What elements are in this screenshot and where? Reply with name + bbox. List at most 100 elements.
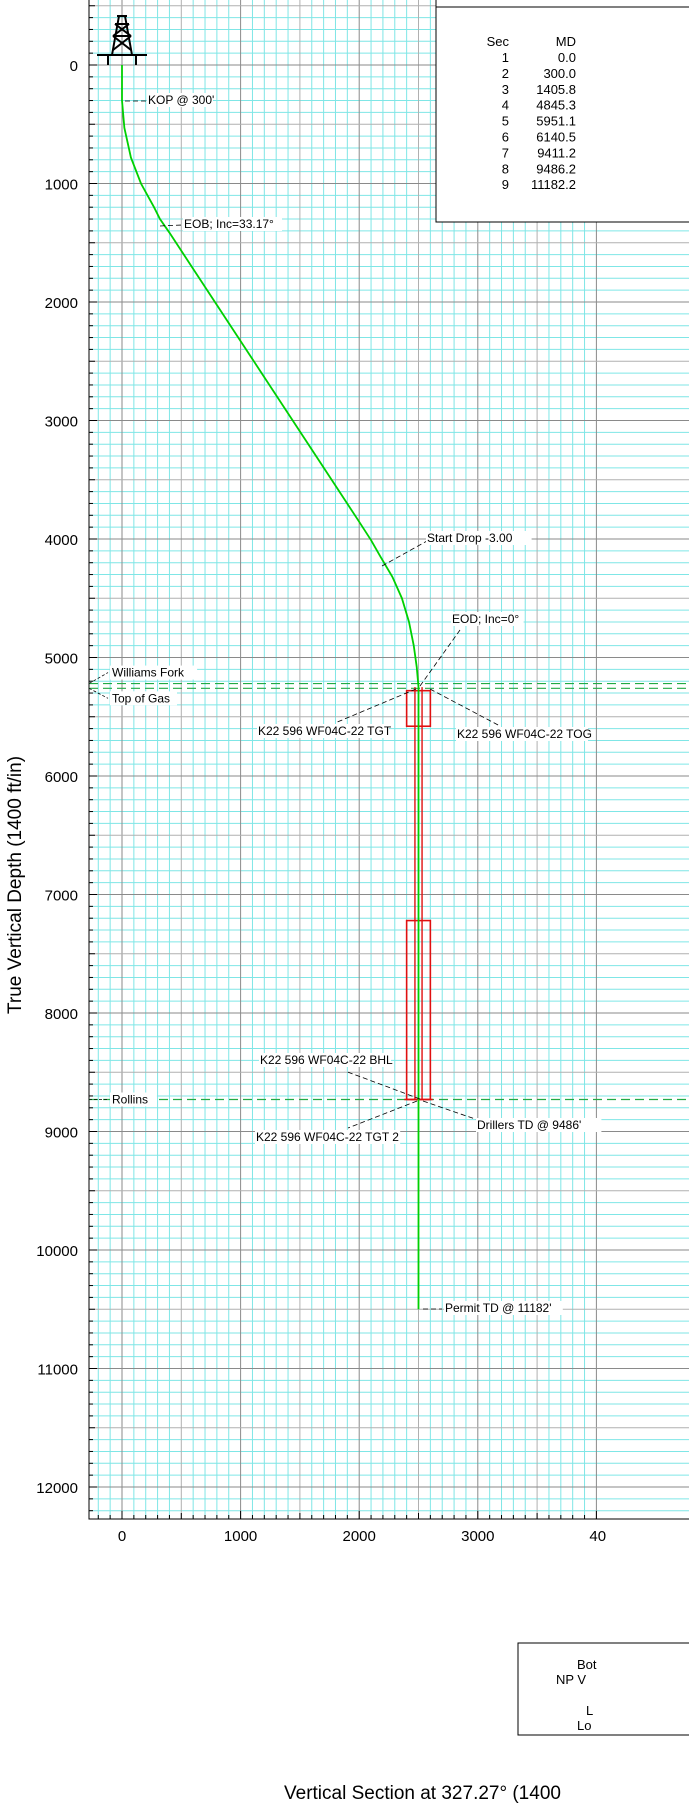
info-box: Bot NP V L Lo <box>517 1642 689 1736</box>
formation-leader <box>88 687 109 699</box>
annotation-leader <box>347 1100 418 1129</box>
annotation-leader <box>344 1070 421 1100</box>
wellbore-path-line <box>121 65 420 1310</box>
formation-label-bg <box>110 691 177 706</box>
annotation-label: Drillers TD @ 9486' <box>477 1118 581 1132</box>
formation-leader <box>88 672 109 684</box>
annotation-leader <box>159 224 183 227</box>
annotation-label-bg <box>257 724 389 738</box>
y-tick-label: 1000 <box>45 177 78 194</box>
annotation-label-bg <box>147 93 213 107</box>
section-table-cell-sec: 3 <box>502 82 509 97</box>
y-tick-label: 0 <box>70 58 78 75</box>
y-tick-label: 7000 <box>45 888 78 905</box>
minor-grid <box>89 0 689 1519</box>
section-table-cell-sec: 7 <box>502 145 509 160</box>
x-tick-label: 3000 <box>461 1528 494 1545</box>
plot-frame <box>88 0 689 1520</box>
annotation-leader <box>419 629 461 687</box>
section-table-cell-md: 4845.3 <box>536 98 576 113</box>
annotation-label-bg <box>451 612 524 626</box>
y-axis-label: True Vertical Depth (1400 ft/in) <box>5 756 26 1014</box>
section-table-cell-md: 5951.1 <box>536 114 576 129</box>
section-table-cell-md: 9486.2 <box>536 161 576 176</box>
annotation-label: K22 596 WF04C-22 BHL <box>260 1053 393 1067</box>
section-table-cell-sec: 9 <box>502 177 509 192</box>
formation-label: Top of Gas <box>112 691 170 705</box>
annotation-leader <box>422 1100 479 1121</box>
x-tick-labels: 0 1000 2000 3000 40 <box>118 1528 606 1545</box>
annotation-label-bg <box>444 1301 563 1315</box>
x-tick-label: 1000 <box>224 1528 257 1545</box>
section-table-cell-md: 1405.8 <box>536 82 576 97</box>
annotation-leaders <box>125 100 501 1310</box>
section-table-cell-sec: 8 <box>502 161 509 176</box>
formation-label: Williams Fork <box>112 666 185 680</box>
info-box-line-3: L <box>586 1703 593 1718</box>
y-tick-label: 4000 <box>45 532 78 549</box>
y-tick-label: 3000 <box>45 414 78 431</box>
section-table-rows: 1 0.0 2 300.0 3 1405.8 4 4845.3 5 5951.1 6 6140.5 7 9… <box>502 50 576 192</box>
y-tick-label: 9000 <box>45 1125 78 1142</box>
annotation-label: EOD; Inc=0° <box>452 612 519 626</box>
annotation-leader <box>334 688 417 724</box>
section-table-cell-md: 6140.5 <box>536 130 576 145</box>
annotation-label-bg <box>259 1053 391 1067</box>
y-tick-label: 10000 <box>36 1243 78 1260</box>
section-table-cell-md: 0.0 <box>558 50 576 65</box>
annotation-leader <box>381 540 428 567</box>
info-box-line-1: Bot <box>577 1657 597 1672</box>
x-tick-label: 0 <box>118 1528 126 1545</box>
rig-icon <box>97 15 147 65</box>
section-table-frame <box>435 0 689 223</box>
annotation-label: EOB; Inc=33.17° <box>184 217 274 231</box>
section-table: Sec MD 1 0.0 2 300.0 3 1405.8 4 4845.3 5 5951.1 6 6… <box>435 0 689 223</box>
annotation-label: K22 596 WF04C-22 TOG <box>457 727 592 741</box>
info-box-frame <box>517 1642 689 1736</box>
x-tick-label: 2000 <box>343 1528 376 1545</box>
major-grid <box>89 0 689 1519</box>
annotation-label: KOP @ 300' <box>148 93 214 107</box>
annotation-labels: KOP @ 300' EOB; Inc=33.17° Start Drop -3.0… <box>147 93 602 1315</box>
section-table-cell-sec: 1 <box>502 50 509 65</box>
formation-label-bg <box>110 665 198 680</box>
rig-icon-stroke <box>114 23 132 37</box>
annotation-leader <box>429 688 501 727</box>
y-tick-label: 2000 <box>45 295 78 312</box>
y-tick-label: 12000 <box>36 1480 78 1497</box>
annotation-label-bg <box>183 217 282 231</box>
section-table-cell-sec: 5 <box>502 114 509 129</box>
y-tick-label: 11000 <box>37 1362 78 1379</box>
section-table-cell-sec: 2 <box>502 66 509 81</box>
annotation-label-bg <box>456 727 588 741</box>
y-tick-labels: 0 1000 2000 3000 4000 5000 6000 7000 8000 9000 100… <box>36 58 78 1497</box>
rig-icon-stroke <box>112 23 130 37</box>
wellbore-series <box>121 65 420 1310</box>
y-tick-label: 6000 <box>45 769 78 786</box>
formation-label: Rollins <box>112 1093 148 1107</box>
y-tick-label: 8000 <box>45 1006 78 1023</box>
y-tick-label: 5000 <box>45 651 78 668</box>
x-axis-label: Vertical Section at 327.27° (1400 <box>284 1783 561 1804</box>
annotation-label: K22 596 WF04C-22 TGT <box>258 724 392 738</box>
annotation-label-bg <box>476 1118 602 1132</box>
formation-label-bg <box>110 1092 157 1107</box>
annotation-label: Start Drop -3.00 <box>427 531 513 545</box>
section-table-cell-sec: 4 <box>502 98 509 113</box>
x-tick-label: 40 <box>589 1528 606 1545</box>
formation-lines: Williams Fork Top of Gas Rollins <box>88 665 689 1107</box>
section-table-cell-sec: 6 <box>502 130 509 145</box>
info-box-line-4: Lo <box>577 1718 591 1733</box>
annotation-label: Permit TD @ 11182' <box>445 1301 552 1315</box>
section-table-cell-md: 300.0 <box>543 66 576 81</box>
section-table-cell-md: 9411.2 <box>537 145 576 160</box>
rig-icon-stroke <box>112 35 132 51</box>
annotation-label-bg <box>426 531 532 545</box>
info-box-line-2: NP V <box>556 1672 586 1687</box>
section-table-header-md: MD <box>556 34 576 49</box>
section-table-cell-md: 11182.2 <box>531 177 576 192</box>
annotation-label: K22 596 WF04C-22 TGT 2 <box>256 1130 399 1144</box>
annotation-label-bg <box>255 1130 401 1144</box>
axis-ticks <box>89 5 597 1519</box>
